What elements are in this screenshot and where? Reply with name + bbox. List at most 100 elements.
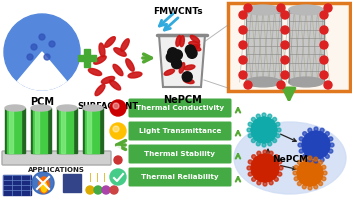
Ellipse shape: [184, 65, 195, 70]
Circle shape: [320, 56, 328, 64]
Circle shape: [268, 142, 272, 146]
Circle shape: [248, 122, 252, 126]
Circle shape: [166, 52, 176, 62]
Circle shape: [94, 186, 102, 194]
Circle shape: [297, 160, 323, 186]
Circle shape: [252, 155, 256, 159]
Bar: [61, 108, 65, 153]
FancyBboxPatch shape: [2, 151, 111, 165]
Circle shape: [182, 72, 192, 82]
Text: NePCM: NePCM: [272, 156, 308, 164]
Ellipse shape: [109, 80, 121, 90]
Circle shape: [168, 48, 178, 58]
Circle shape: [239, 41, 247, 49]
Bar: [33, 108, 47, 153]
Circle shape: [320, 11, 328, 19]
Circle shape: [274, 177, 278, 181]
Circle shape: [187, 48, 197, 58]
Circle shape: [319, 160, 322, 164]
Circle shape: [320, 128, 324, 132]
Circle shape: [172, 59, 182, 69]
Circle shape: [294, 165, 298, 169]
Circle shape: [308, 158, 312, 162]
Circle shape: [303, 154, 307, 158]
Text: NePCM: NePCM: [163, 95, 201, 105]
Ellipse shape: [99, 43, 105, 57]
Circle shape: [322, 177, 326, 181]
Wedge shape: [18, 52, 67, 90]
Bar: [87, 108, 91, 153]
Circle shape: [113, 126, 119, 132]
Circle shape: [314, 159, 318, 163]
Circle shape: [252, 177, 256, 181]
Ellipse shape: [245, 5, 281, 15]
Text: SURFACTANT: SURFACTANT: [77, 102, 139, 111]
Text: Thermal Reliability: Thermal Reliability: [141, 174, 219, 180]
Bar: [31, 108, 51, 153]
Text: |: |: [89, 173, 92, 182]
Circle shape: [281, 11, 289, 19]
Text: Thermal Stability: Thermal Stability: [145, 151, 215, 157]
Circle shape: [325, 154, 329, 158]
Circle shape: [114, 156, 122, 164]
Bar: [35, 108, 39, 153]
Ellipse shape: [180, 36, 184, 47]
Circle shape: [274, 155, 278, 159]
Circle shape: [257, 181, 261, 185]
Circle shape: [247, 166, 251, 170]
Circle shape: [239, 56, 247, 64]
FancyBboxPatch shape: [128, 168, 232, 186]
Text: |: |: [102, 173, 106, 182]
Circle shape: [278, 172, 282, 176]
Circle shape: [251, 117, 277, 143]
Circle shape: [329, 149, 333, 153]
Circle shape: [102, 186, 110, 194]
Circle shape: [314, 185, 318, 189]
Text: Light Transmittance: Light Transmittance: [139, 128, 221, 134]
Polygon shape: [159, 35, 205, 87]
Circle shape: [294, 177, 298, 181]
Circle shape: [281, 26, 289, 34]
Circle shape: [186, 45, 195, 55]
Ellipse shape: [189, 41, 200, 46]
Ellipse shape: [183, 78, 194, 84]
Circle shape: [251, 117, 256, 121]
Bar: [9, 108, 13, 153]
Ellipse shape: [113, 64, 123, 76]
Circle shape: [239, 26, 247, 34]
Ellipse shape: [121, 39, 129, 51]
Circle shape: [110, 100, 126, 116]
Circle shape: [269, 181, 273, 185]
Ellipse shape: [31, 105, 51, 111]
Bar: [78, 55, 96, 61]
Circle shape: [272, 117, 277, 121]
Ellipse shape: [189, 45, 200, 50]
Circle shape: [303, 132, 307, 136]
Circle shape: [330, 143, 334, 147]
Ellipse shape: [39, 177, 49, 193]
Circle shape: [39, 34, 45, 40]
Ellipse shape: [5, 105, 25, 111]
Text: APPLICATIONS: APPLICATIONS: [27, 167, 84, 173]
Circle shape: [314, 127, 318, 131]
Circle shape: [244, 81, 252, 89]
Circle shape: [257, 151, 261, 155]
Bar: [245, 10, 281, 82]
Circle shape: [248, 160, 252, 164]
Bar: [63, 174, 81, 192]
Circle shape: [172, 50, 182, 60]
Circle shape: [299, 149, 303, 153]
Circle shape: [329, 137, 333, 141]
Circle shape: [277, 128, 281, 132]
FancyBboxPatch shape: [128, 98, 232, 117]
Circle shape: [276, 122, 280, 126]
Ellipse shape: [190, 35, 200, 43]
Circle shape: [324, 4, 332, 12]
Bar: [289, 10, 323, 82]
Ellipse shape: [164, 69, 175, 75]
Bar: [84, 49, 90, 67]
Ellipse shape: [289, 77, 323, 87]
Circle shape: [251, 154, 279, 182]
Circle shape: [325, 132, 329, 136]
Circle shape: [113, 103, 119, 109]
